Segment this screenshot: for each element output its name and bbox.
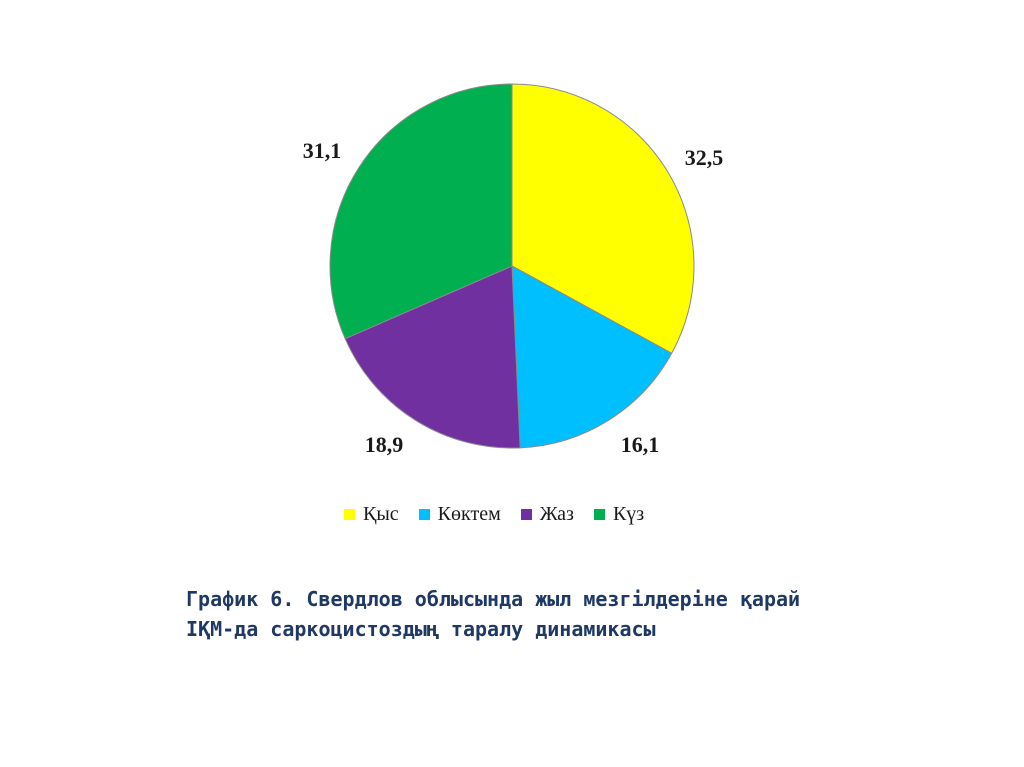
legend-label: Күз [612, 503, 645, 525]
caption-line-1: График 6. Свердлов облысында жыл мезгілд… [186, 587, 801, 611]
pie-slice-4 [329, 83, 513, 340]
legend-item-1: Қыс [344, 503, 399, 526]
legend-label: Көктем [437, 503, 501, 525]
data-label-3: 18,9 [365, 432, 404, 457]
pie-data-labels: 32,5 16,1 18,9 31,1 [303, 138, 724, 457]
figure-caption: График 6. Свердлов облысында жыл мезгілд… [186, 584, 946, 644]
legend-swatch [520, 509, 532, 520]
legend-item-3: Жаз [520, 503, 574, 526]
pie-slices [329, 83, 695, 449]
data-label-1: 32,5 [685, 145, 724, 170]
caption-line-2: ІҚМ-да саркоцистоздың таралу динамикасы [186, 617, 656, 641]
chart-legend: Қыс Көктем Жаз Күз [344, 503, 644, 526]
pie-slice-1 [511, 83, 695, 354]
legend-swatch [344, 509, 355, 520]
legend-item-4: Күз [593, 503, 645, 526]
pie-slice-2 [511, 265, 673, 449]
data-label-4: 31,1 [303, 138, 342, 163]
legend-swatch [418, 509, 430, 520]
data-label-2: 16,1 [621, 432, 660, 457]
legend-item-2: Көктем [418, 503, 501, 526]
legend-label: Жаз [539, 503, 574, 525]
legend-swatch [593, 509, 605, 520]
pie-slice-3 [344, 265, 521, 449]
legend-label: Қыс [363, 503, 399, 525]
